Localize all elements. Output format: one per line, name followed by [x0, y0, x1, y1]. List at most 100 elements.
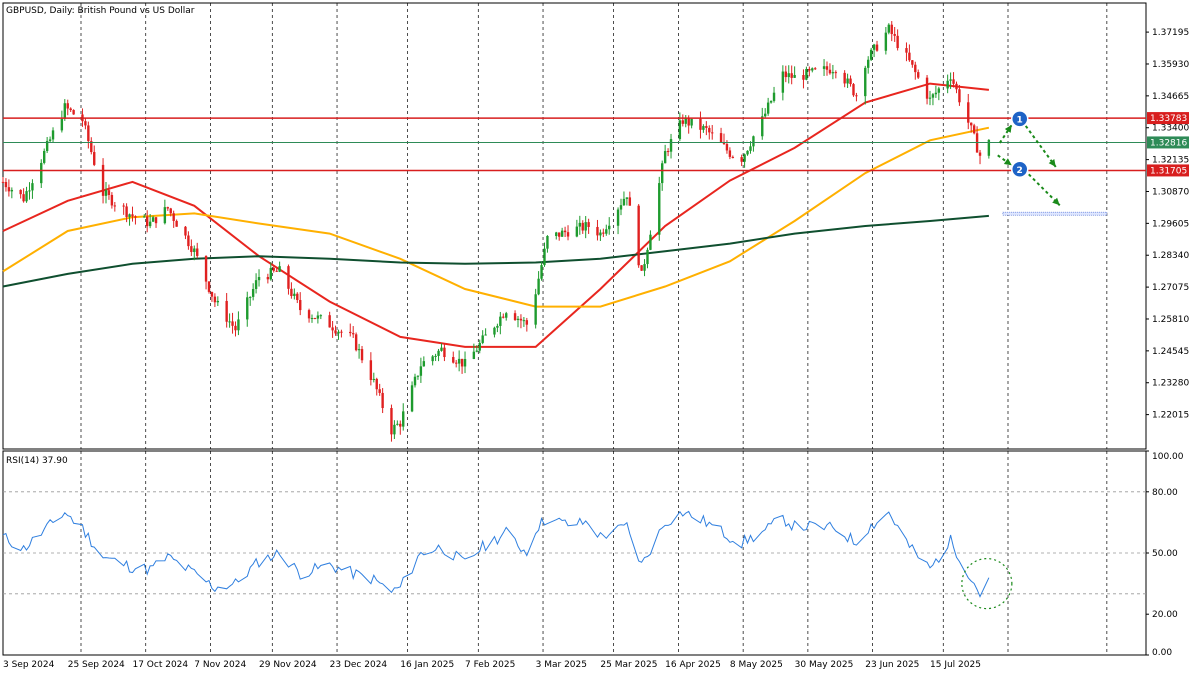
x-tick-label: 15 Jul 2025	[930, 660, 981, 670]
candle-body	[787, 73, 790, 78]
candle-body	[761, 116, 764, 137]
axis-labels: 3 Sep 2024 25 Sep 2024 17 Oct 2024 7 Nov 20…	[3, 28, 1189, 670]
candle-body	[340, 331, 343, 333]
candle-body	[269, 267, 272, 280]
candle-body	[914, 64, 917, 73]
candle-body	[499, 316, 502, 326]
rsi-title: RSI(14) 37.90	[6, 456, 68, 466]
candle-body	[602, 232, 605, 234]
candle-body	[381, 392, 384, 409]
candle-body	[48, 139, 52, 141]
candle-body	[849, 78, 852, 85]
candle-body	[496, 325, 499, 328]
grid-lines	[80, 3, 1108, 655]
arrow-head	[1003, 158, 1012, 166]
candle-body	[546, 236, 549, 249]
candle-body	[372, 378, 375, 380]
candle-body	[743, 154, 746, 162]
candle-body	[193, 248, 196, 253]
candle-body	[690, 118, 693, 126]
price-tag-label: 1.31705	[1150, 166, 1187, 176]
candle-body	[522, 320, 526, 322]
candle-body	[784, 71, 787, 78]
candle-body	[772, 92, 776, 101]
candle-body	[555, 232, 558, 237]
candle-body	[937, 88, 941, 93]
candle-body	[719, 133, 723, 143]
candle-body	[172, 213, 175, 221]
candle-body	[708, 127, 711, 133]
candle-body	[661, 163, 664, 184]
candle-body	[196, 248, 199, 256]
candle-body	[811, 68, 814, 71]
candle-body	[513, 313, 517, 321]
candle-body	[658, 183, 661, 235]
y-tick-label: 1.28340	[1152, 251, 1189, 261]
candle-body	[814, 68, 817, 70]
rsi-line	[2, 510, 990, 598]
candle-body	[928, 97, 932, 99]
candle-body	[616, 209, 620, 226]
candle-body	[249, 296, 252, 298]
candle-body	[502, 316, 505, 318]
candle-body	[749, 146, 752, 151]
x-tick-label: 23 Dec 2024	[330, 660, 388, 670]
candle-body	[540, 265, 543, 279]
candle-body	[905, 48, 908, 53]
candle-body	[7, 187, 11, 192]
candle-body	[148, 221, 152, 227]
candle-body	[349, 331, 352, 334]
candle-body	[908, 52, 911, 61]
candle-body	[649, 234, 652, 250]
candle-body	[128, 214, 131, 217]
price-panel-frame	[2, 2, 1147, 450]
rsi-y-tick-label: 0.00	[1152, 648, 1172, 658]
chart-title: GBPUSD, Daily: British Pound vs US Dolla…	[6, 6, 195, 16]
candle-body	[537, 278, 540, 295]
candle-body	[781, 71, 785, 93]
marker-1-badge	[1010, 110, 1029, 128]
y-tick-label: 1.23280	[1152, 379, 1189, 389]
candle-body	[213, 296, 217, 303]
price-tag-label: 1.32816	[1150, 138, 1187, 148]
candle-body	[725, 143, 729, 151]
y-tick-label: 1.24545	[1152, 347, 1189, 357]
candle-body	[917, 72, 920, 78]
candle-body	[257, 277, 261, 281]
candles	[1, 21, 991, 442]
candle-body	[19, 189, 22, 195]
candle-body	[60, 118, 64, 131]
candle-body	[134, 216, 137, 218]
candle-body	[131, 214, 134, 217]
candle-body	[578, 222, 581, 227]
candle-body	[460, 358, 464, 367]
candle-body	[790, 73, 793, 78]
candle-body	[699, 118, 702, 130]
candle-body	[234, 325, 237, 331]
moving-average-line	[2, 126, 990, 308]
candle-body	[10, 189, 14, 192]
annotations: 12	[997, 110, 1061, 207]
candle-body	[375, 378, 378, 390]
candle-body	[154, 217, 158, 224]
x-tick-label: 29 Nov 2024	[259, 660, 317, 670]
x-tick-label: 23 Jun 2025	[865, 660, 919, 670]
candle-body	[410, 385, 414, 412]
candle-body	[684, 118, 687, 124]
candle-body	[72, 110, 75, 115]
candle-body	[955, 83, 958, 90]
candle-body	[207, 281, 211, 292]
candle-body	[828, 69, 832, 74]
candle-body	[272, 267, 275, 271]
candle-body	[584, 222, 587, 231]
candle-body	[143, 216, 146, 218]
candle-body	[970, 122, 973, 126]
y-tick-label: 1.33400	[1152, 124, 1189, 134]
candle-body	[251, 289, 255, 297]
candle-body	[169, 208, 172, 214]
candle-body	[399, 423, 402, 427]
candle-body	[987, 139, 991, 156]
candle-body	[619, 205, 623, 210]
arrow-head	[1052, 197, 1060, 206]
